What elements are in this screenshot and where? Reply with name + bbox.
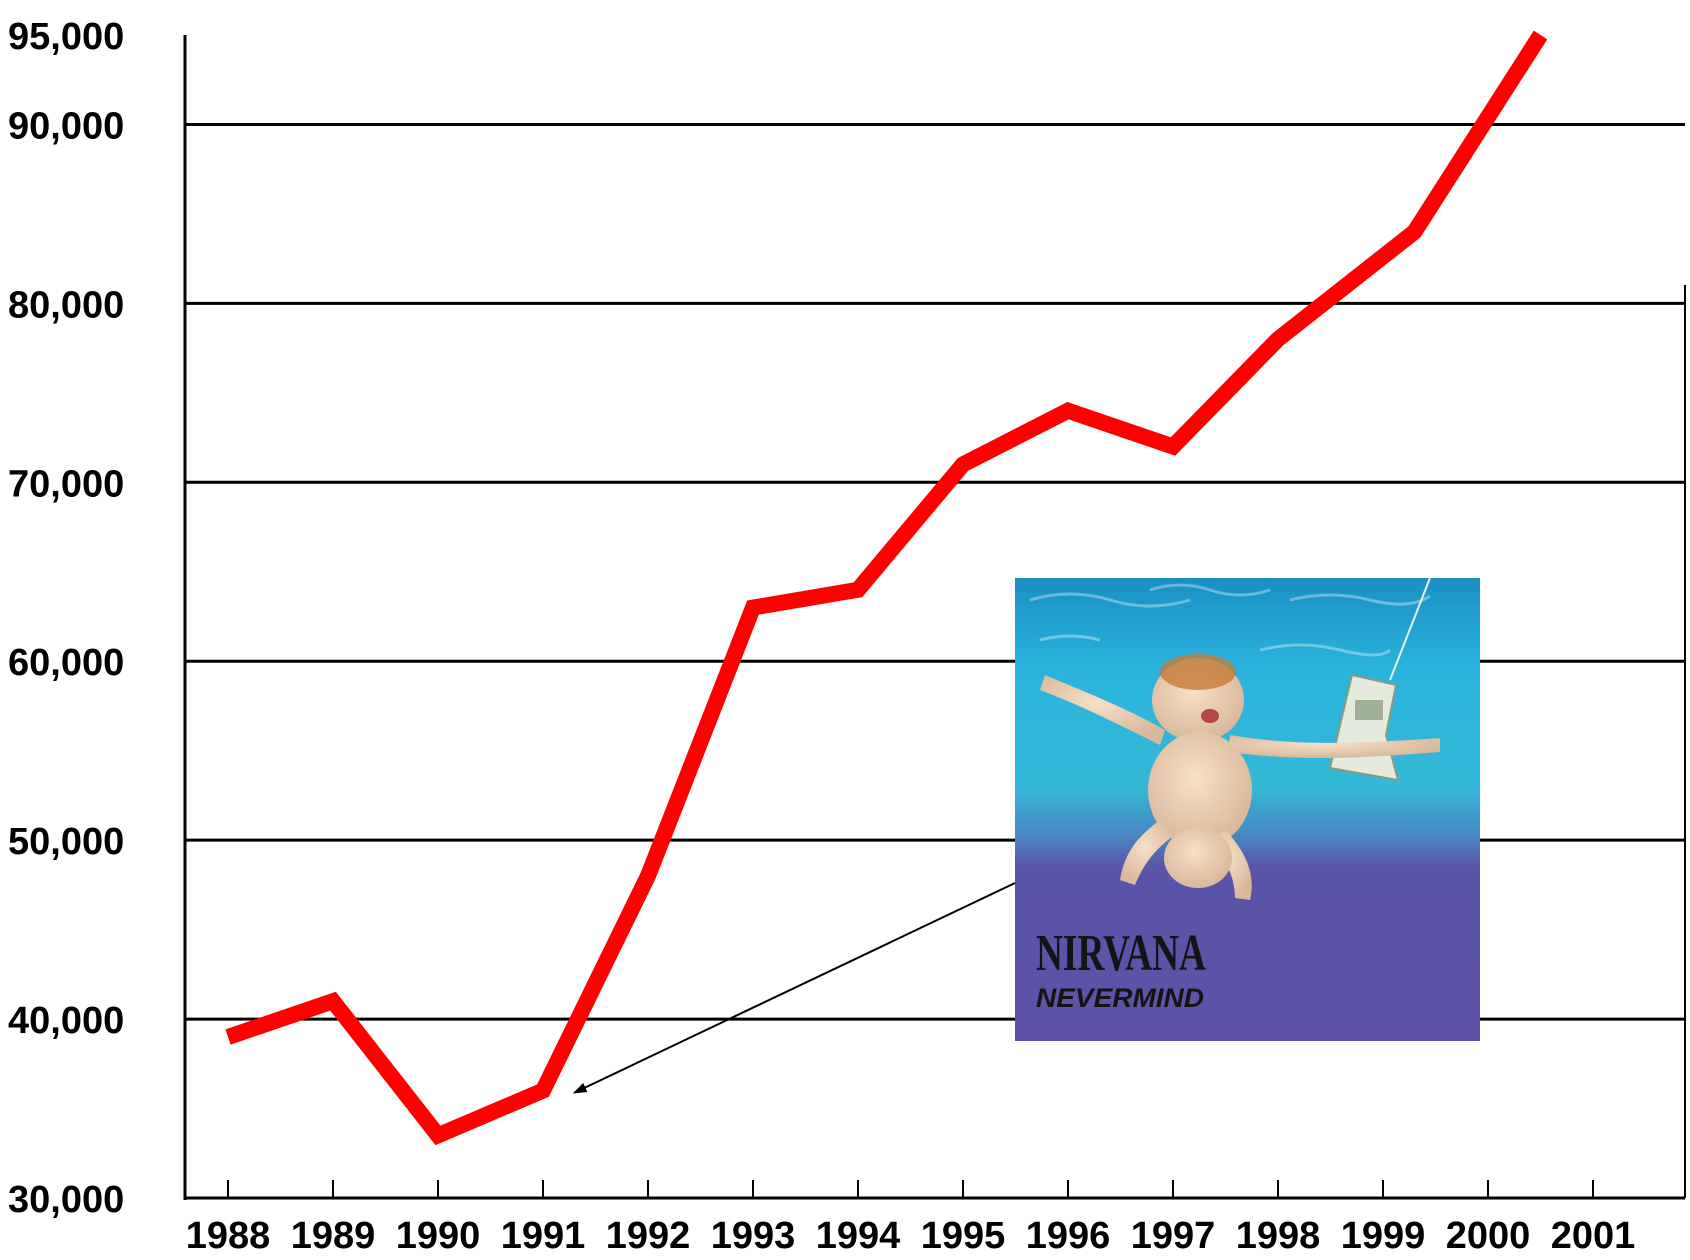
axes [183, 35, 1686, 1200]
x-tick-label-1989: 1989 [291, 1215, 376, 1257]
fishing-line [1389, 577, 1431, 681]
water-ripples [1029, 583, 1431, 657]
y-tick-label-50000: 50,000 [8, 821, 124, 863]
y-tick-label-90000: 90,000 [8, 105, 124, 147]
y-tick-label-30000: 30,000 [8, 1179, 124, 1221]
x-tick-label-1993: 1993 [711, 1215, 796, 1257]
album-title-text: NEVERMIND [1036, 983, 1204, 1013]
album-band-text: NIRVANA [1036, 925, 1206, 982]
y-tick-label-70000: 70,000 [8, 463, 124, 505]
x-tick-label-2000: 2000 [1446, 1215, 1531, 1257]
x-tick-label-1998: 1998 [1236, 1215, 1321, 1257]
x-tick-label-2001: 2001 [1551, 1215, 1636, 1257]
x-tick-label-1994: 1994 [816, 1215, 901, 1257]
annotation-arrow [572, 882, 1016, 1094]
series-line-red [225, 30, 1548, 1146]
album-cover-image: NIRVANA NEVERMIND [1015, 577, 1480, 1041]
x-tick-label-1996: 1996 [1026, 1215, 1111, 1257]
x-tick-label-1988: 1988 [186, 1215, 271, 1257]
x-tick-label-1999: 1999 [1341, 1215, 1426, 1257]
x-tick-label-1992: 1992 [606, 1215, 691, 1257]
y-tick-label-80000: 80,000 [8, 284, 124, 326]
y-tick-labels: 30,000 40,000 50,000 60,000 70,000 80,000 90,0… [8, 16, 124, 1221]
x-tick-label-1990: 1990 [396, 1215, 481, 1257]
y-tick-label-95000: 95,000 [8, 16, 124, 58]
x-tick-label-1995: 1995 [921, 1215, 1006, 1257]
x-tick-label-1997: 1997 [1131, 1215, 1216, 1257]
x-tick-label-1991: 1991 [501, 1215, 586, 1257]
y-tick-label-40000: 40,000 [8, 1000, 124, 1042]
y-tick-label-60000: 60,000 [8, 642, 124, 684]
x-tick-labels: 1988 1989 1990 1991 1992 1993 1994 1995 1996 1997… [186, 1180, 1636, 1257]
